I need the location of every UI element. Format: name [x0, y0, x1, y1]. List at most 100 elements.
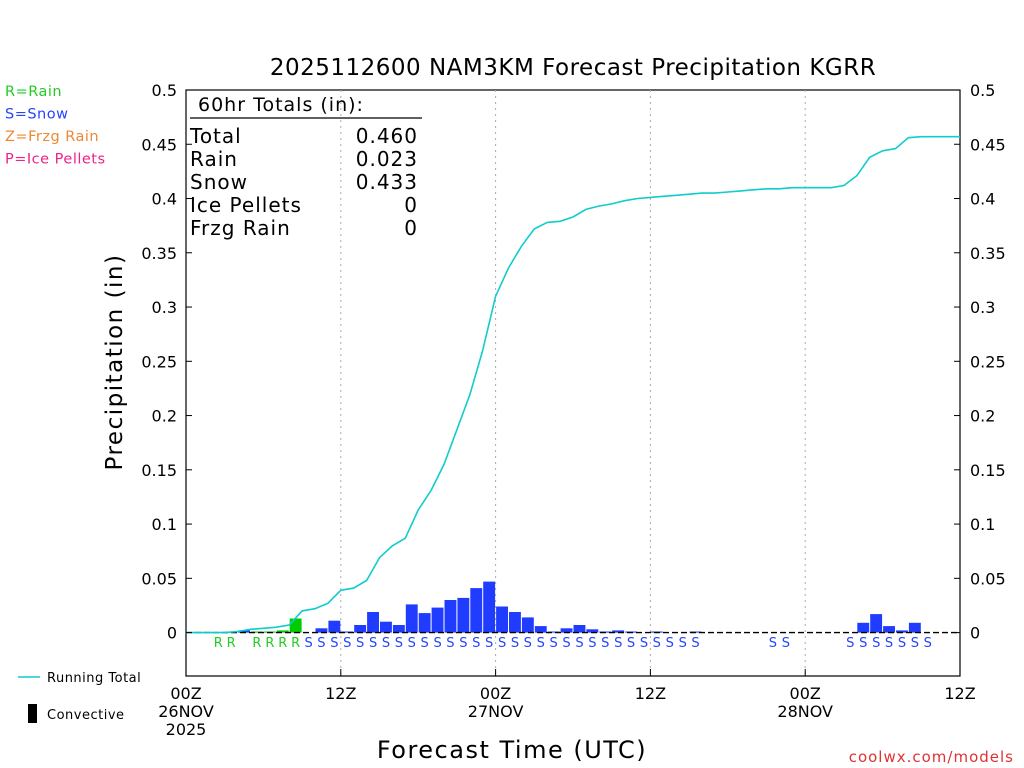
- totals-rows: Total 0.460 Rain 0.023 Snow 0.433 Ice Pellets 0…: [189, 124, 418, 240]
- x-tick-label: 27NOV: [468, 702, 524, 721]
- y-tick-label-right: 0.2: [970, 407, 995, 426]
- y-axis-label: Precipitation (in): [102, 254, 128, 471]
- precip-bar: [238, 630, 250, 633]
- precip-bar: [496, 606, 508, 633]
- y-tick-label-left: 0.15: [141, 461, 177, 480]
- precip-bar: [509, 612, 521, 633]
- precip-type-letter: S: [924, 636, 932, 651]
- precip-type-letter: S: [769, 636, 777, 651]
- precip-bar: [315, 628, 328, 633]
- precip-type-letter: S: [872, 636, 880, 651]
- y-tick-label-left: 0.4: [152, 190, 177, 209]
- precip-type-letter: S: [304, 636, 312, 651]
- precip-type-letter: S: [911, 636, 919, 651]
- y-tick-label-right: 0.3: [970, 298, 995, 317]
- y-tick-label-right: 0.45: [970, 135, 1006, 154]
- totals-heading: 60hr Totals (in):: [198, 94, 364, 116]
- precip-bar: [367, 612, 379, 633]
- precip-type-legend-item: R=Rain: [5, 84, 62, 100]
- precip-bar: [470, 588, 483, 633]
- precip-bar: [612, 630, 625, 633]
- precip-bar: [457, 597, 470, 633]
- y-tick-label-left: 0.05: [141, 569, 177, 588]
- watermark: coolwx.com/models: [849, 748, 1014, 766]
- precip-type-letter: S: [498, 636, 506, 651]
- precip-type-letter: S: [472, 636, 480, 651]
- y-tick-label-left: 0.45: [141, 135, 177, 154]
- precip-bar: [251, 631, 263, 633]
- precip-type-letter: S: [846, 636, 854, 651]
- precip-type-letter: S: [382, 636, 390, 651]
- precip-type-letter: R: [227, 636, 236, 651]
- precip-bar: [444, 600, 457, 633]
- precip-type-letter: R: [291, 636, 300, 651]
- x-tick-label: 12Z: [944, 684, 975, 703]
- convective-legend-label: Convective: [47, 708, 125, 723]
- precip-type-letter: S: [562, 636, 570, 651]
- precip-bar: [341, 631, 354, 633]
- precip-type-letter: S: [549, 636, 557, 651]
- precip-bar: [547, 631, 560, 633]
- precip-bar: [896, 630, 908, 633]
- precip-type-letter: R: [214, 636, 223, 651]
- precip-bar: [380, 621, 392, 633]
- precip-type-legend: R=Rain S=Snow Z=Frzg Rain P=Ice Pellets: [5, 84, 106, 168]
- y-tick-label-left: 0.2: [152, 407, 177, 426]
- precip-type-letter: S: [420, 636, 428, 651]
- precip-type-letter: S: [588, 636, 596, 651]
- y-tick-label-right: 0.05: [970, 569, 1006, 588]
- precip-bar: [431, 607, 444, 633]
- precip-type-letter: S: [485, 636, 493, 651]
- running-total-legend-label: Running Total: [47, 671, 141, 686]
- precip-type-letter: S: [679, 636, 687, 651]
- y-axis-right: 0 0.05 0.1 0.15 0.2 0.25 0.3 0.35 0.4 0.45 0.5: [954, 81, 1006, 643]
- precip-type-legend-item: Z=Frzg Rain: [5, 129, 99, 145]
- totals-row-label: Snow: [190, 170, 248, 194]
- precip-type-letter: S: [627, 636, 635, 651]
- precip-type-letter: S: [614, 636, 622, 651]
- totals-row-value: 0: [404, 193, 418, 217]
- precip-type-letter: S: [317, 636, 325, 651]
- precip-type-letter: R: [265, 636, 274, 651]
- running-total-line: [186, 135, 960, 634]
- precip-type-letter: S: [511, 636, 519, 651]
- totals-row-label: Total: [189, 124, 242, 148]
- x-tick-label: 00Z: [790, 684, 821, 703]
- precip-bar: [392, 625, 405, 633]
- precip-type-letter: S: [343, 636, 351, 651]
- precip-bar: [908, 622, 921, 633]
- precip-bar: [289, 618, 302, 633]
- y-tick-label-left: 0.1: [152, 515, 177, 534]
- plot-frame: [185, 89, 961, 677]
- y-tick-label-right: 0.5: [970, 81, 995, 100]
- precip-type-letter: R: [252, 636, 261, 651]
- totals-row-label: Ice Pellets: [190, 193, 302, 217]
- precip-type-letter: S: [369, 636, 377, 651]
- precip-type-letter: S: [898, 636, 906, 651]
- x-tick-label: 12Z: [325, 684, 356, 703]
- precip-bar: [857, 622, 870, 633]
- totals-row-value: 0.460: [356, 124, 418, 148]
- precip-type-letter: S: [666, 636, 674, 651]
- precip-type-letter: S: [537, 636, 545, 651]
- precip-bar: [328, 620, 341, 633]
- precip-bar: [521, 617, 534, 633]
- y-tick-label-left: 0.3: [152, 298, 177, 317]
- totals-row-value: 0.023: [356, 147, 418, 171]
- x-tick-label: 12Z: [635, 684, 666, 703]
- precip-type-legend-item: S=Snow: [5, 107, 68, 123]
- hourly-precip-bars: [225, 581, 921, 633]
- y-tick-label-right: 0.35: [970, 244, 1006, 263]
- precip-type-letter: S: [691, 636, 699, 651]
- precip-type-letter: S: [446, 636, 454, 651]
- precip-type-letter: S: [356, 636, 364, 651]
- precip-type-letter: S: [459, 636, 467, 651]
- precip-type-letter: S: [885, 636, 893, 651]
- precip-type-legend-item: P=Ice Pellets: [5, 152, 106, 168]
- totals-row-label: Rain: [190, 147, 238, 171]
- precip-bar: [354, 625, 367, 633]
- precip-type-letter: S: [859, 636, 867, 651]
